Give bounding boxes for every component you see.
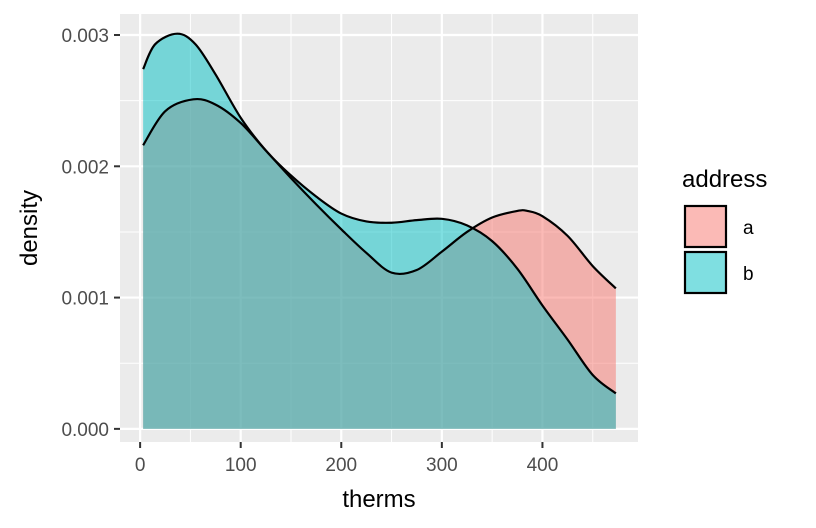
x-tick-label: 400 <box>527 455 559 476</box>
y-tick-label: 0.002 <box>61 157 109 178</box>
legend-key-b <box>683 250 728 295</box>
legend: address a b <box>682 166 767 295</box>
y-axis-title: density <box>16 190 43 266</box>
density-lines <box>142 32 617 395</box>
y-tick-label: 0.000 <box>61 420 109 441</box>
x-axis-title: therms <box>342 486 415 513</box>
x-tick-label: 100 <box>225 455 257 476</box>
x-tick-label: 300 <box>426 455 458 476</box>
legend-title: address <box>682 166 767 193</box>
density-line-a <box>142 97 617 290</box>
x-tick-label: 0 <box>135 455 146 476</box>
y-axis: 0.000 0.001 0.002 0.003 <box>61 26 120 441</box>
density-area-b <box>143 33 616 429</box>
y-tick-label: 0.001 <box>61 289 109 310</box>
legend-label-b: b <box>743 264 754 285</box>
y-tick-label: 0.003 <box>61 26 109 47</box>
density-areas <box>143 33 616 429</box>
legend-label-a: a <box>743 218 754 239</box>
density-line-b <box>142 32 617 395</box>
legend-key-a <box>683 204 728 249</box>
x-axis: 0 100 200 300 400 <box>135 442 558 476</box>
x-tick-label: 200 <box>325 455 357 476</box>
